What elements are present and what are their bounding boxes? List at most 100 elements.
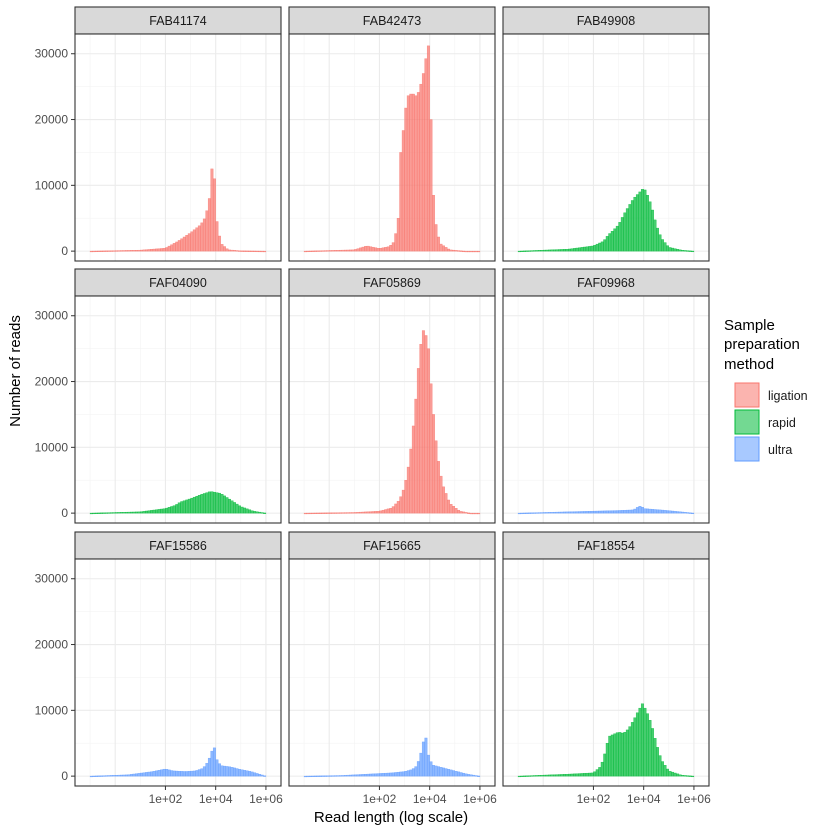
histogram-bar	[140, 772, 144, 777]
histogram-bar	[437, 766, 440, 777]
histogram-bar	[258, 774, 262, 777]
histogram-bar	[152, 771, 156, 777]
histogram-bar	[187, 233, 191, 252]
histogram-bar	[374, 247, 378, 252]
histogram-bar	[656, 509, 659, 514]
panel-background	[75, 559, 281, 786]
histogram-bar	[522, 250, 526, 252]
histogram-bar	[185, 235, 189, 252]
histogram-bar	[381, 247, 385, 252]
histogram-bar	[643, 189, 647, 252]
panel-background	[503, 34, 709, 261]
histogram-bar	[220, 244, 224, 252]
histogram-bar	[623, 510, 627, 514]
histogram-bar	[610, 231, 614, 252]
histogram-bar	[683, 250, 687, 252]
histogram-bar	[243, 770, 247, 777]
histogram-bar	[197, 769, 201, 777]
histogram-bar	[442, 486, 445, 514]
panel-border	[74, 558, 282, 787]
histogram-bar	[187, 498, 191, 514]
histogram-bar	[356, 248, 360, 252]
histogram-bar	[447, 769, 450, 777]
histogram-bar	[464, 512, 468, 514]
histogram-bar	[157, 248, 161, 252]
histogram-bar	[648, 508, 652, 514]
histogram-bar	[384, 247, 388, 252]
histogram-bar	[182, 500, 186, 514]
histogram-bar	[462, 772, 466, 777]
histogram-bar	[205, 210, 209, 252]
histogram-bar	[588, 246, 592, 252]
bars-FAF15665	[303, 737, 481, 778]
histogram-bar	[334, 250, 337, 252]
histogram-bar	[419, 344, 423, 514]
histogram-bar	[238, 250, 241, 252]
histogram-bar	[197, 225, 201, 252]
histogram-bar	[688, 250, 692, 252]
histogram-bar	[543, 249, 546, 252]
histogram-bar	[329, 512, 332, 514]
histogram-bar	[452, 770, 456, 777]
histogram-bar	[114, 250, 118, 252]
histogram-bar	[190, 497, 194, 514]
histogram-bar	[688, 512, 692, 514]
histogram-bar	[399, 771, 403, 777]
histogram-bar	[628, 204, 632, 252]
histogram-bar	[334, 512, 337, 514]
histogram-bar	[107, 250, 111, 252]
histogram-bar	[321, 512, 325, 514]
histogram-bar	[620, 732, 624, 777]
histogram-bar	[339, 512, 342, 514]
histogram-bar	[404, 771, 408, 777]
histogram-bar	[99, 250, 103, 252]
panel-FAB41174: FAB41174	[74, 6, 282, 262]
histogram-bar	[424, 737, 428, 777]
legend-title-line-1: Sample	[724, 317, 775, 334]
histogram-bar	[109, 250, 113, 252]
histogram-bar	[384, 772, 388, 777]
y-tick-label: 20000	[35, 638, 69, 652]
histogram-bar	[467, 774, 471, 777]
histogram-bar	[210, 168, 214, 252]
histogram-bar	[603, 753, 607, 777]
panel-background	[289, 559, 495, 786]
histogram-bar	[354, 249, 358, 252]
histogram-bar	[578, 511, 582, 514]
histogram-bar	[260, 250, 264, 253]
histogram-bar	[540, 512, 544, 514]
histogram-bar	[366, 773, 370, 777]
histogram-bar	[120, 774, 123, 777]
histogram-bar	[560, 774, 564, 777]
histogram-bar	[426, 754, 430, 777]
histogram-bar	[223, 495, 226, 514]
histogram-bar	[258, 511, 262, 514]
histogram-bar	[97, 775, 101, 777]
histogram-bar	[414, 398, 418, 514]
histogram-bar	[656, 747, 659, 777]
histogram-bar	[356, 774, 360, 777]
histogram-bar	[92, 775, 96, 778]
histogram-bar	[248, 771, 252, 777]
histogram-bar	[678, 774, 682, 777]
histogram-bar	[180, 771, 184, 777]
histogram-bar	[102, 512, 106, 514]
histogram-bar	[545, 774, 549, 777]
histogram-bar	[114, 512, 118, 514]
histogram-bar	[565, 511, 569, 514]
y-tick-label: 20000	[35, 375, 69, 389]
histogram-bar	[157, 770, 161, 777]
histogram-bar	[162, 248, 166, 252]
histogram-bar	[570, 773, 574, 777]
histogram-bar	[595, 243, 599, 252]
histogram-bar	[339, 775, 342, 777]
histogram-bar	[240, 250, 244, 252]
histogram-bar	[167, 507, 171, 514]
histogram-bar	[653, 509, 657, 514]
histogram-bar	[107, 512, 111, 514]
histogram-bar	[170, 770, 174, 777]
histogram-bar	[416, 92, 420, 252]
histogram-bar	[235, 250, 239, 252]
histogram-bar	[595, 769, 599, 777]
panel-FAF09968: FAF09968	[502, 268, 710, 524]
